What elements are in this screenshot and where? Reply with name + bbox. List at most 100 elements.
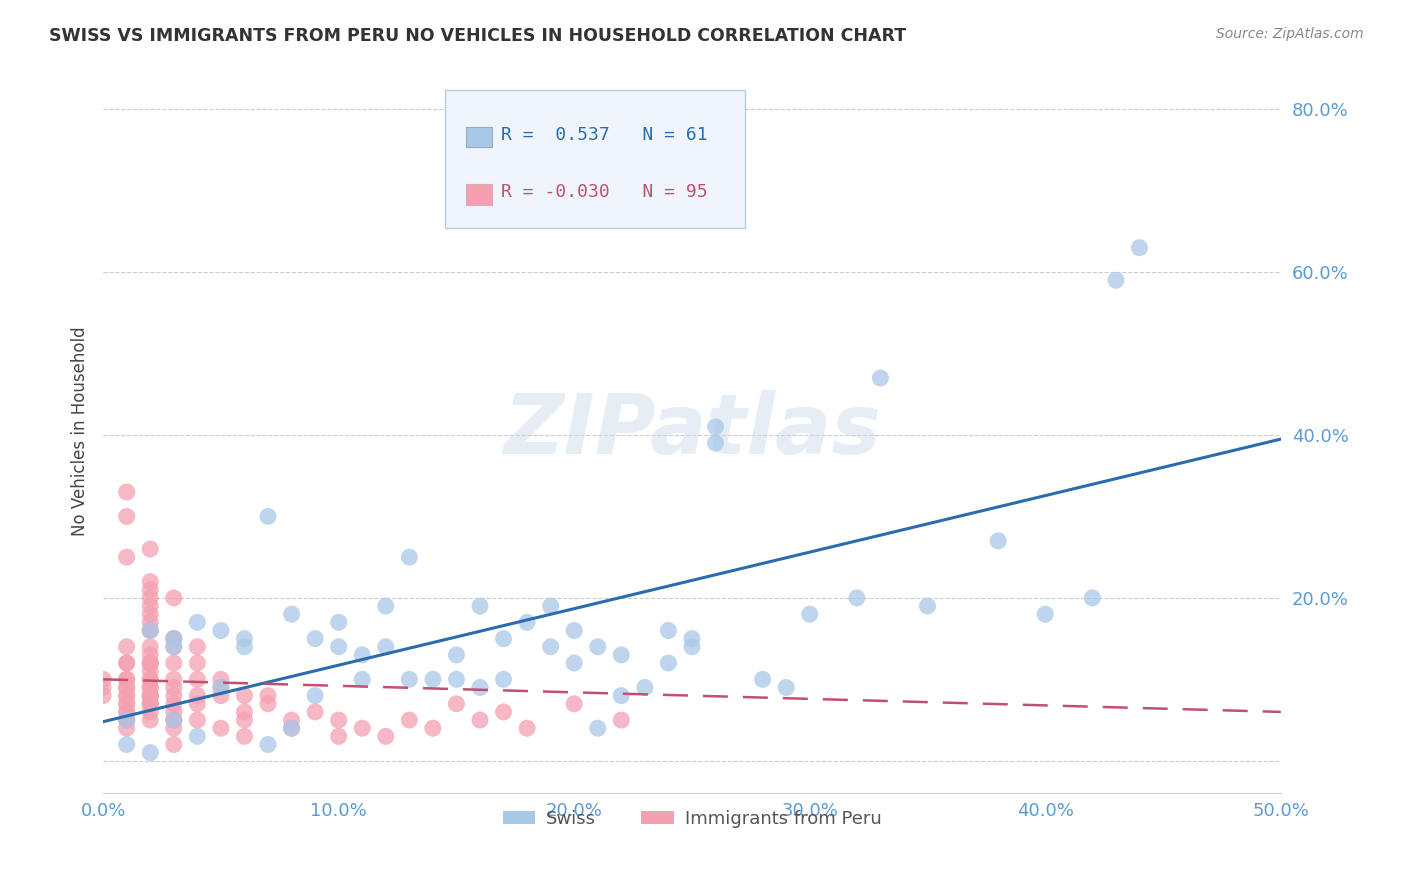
Text: ZIPatlas: ZIPatlas <box>503 391 882 472</box>
Point <box>257 689 280 703</box>
Point <box>233 729 256 743</box>
Point <box>115 705 138 719</box>
Point <box>352 673 374 687</box>
Point <box>328 640 350 654</box>
Point <box>139 656 162 670</box>
Point <box>657 656 679 670</box>
Point <box>468 681 491 695</box>
Point <box>751 673 773 687</box>
Point <box>186 640 208 654</box>
Point <box>257 697 280 711</box>
Point <box>163 681 186 695</box>
Point <box>657 624 679 638</box>
Point <box>233 632 256 646</box>
Point <box>115 697 138 711</box>
Point <box>304 632 326 646</box>
Point <box>233 705 256 719</box>
Text: Source: ZipAtlas.com: Source: ZipAtlas.com <box>1216 27 1364 41</box>
Point <box>209 721 232 735</box>
Point <box>209 681 232 695</box>
Point <box>115 738 138 752</box>
Point <box>139 697 162 711</box>
Point <box>139 599 162 613</box>
Point <box>115 705 138 719</box>
Point <box>163 640 186 654</box>
Point <box>163 673 186 687</box>
Point <box>163 656 186 670</box>
Point <box>492 632 515 646</box>
Point <box>209 681 232 695</box>
Point <box>1033 607 1056 622</box>
Point <box>139 705 162 719</box>
Point <box>562 656 585 670</box>
Point <box>186 689 208 703</box>
Point <box>139 689 162 703</box>
Point <box>562 697 585 711</box>
Point <box>209 689 232 703</box>
Point <box>304 705 326 719</box>
Point <box>163 632 186 646</box>
Point <box>869 371 891 385</box>
Point <box>1128 241 1150 255</box>
Point <box>139 681 162 695</box>
Point <box>704 436 727 450</box>
Point <box>468 713 491 727</box>
Point <box>233 689 256 703</box>
Point <box>139 689 162 703</box>
Point <box>516 721 538 735</box>
Point <box>115 681 138 695</box>
Point <box>163 721 186 735</box>
Point <box>186 673 208 687</box>
Point <box>163 689 186 703</box>
Point <box>586 721 609 735</box>
Y-axis label: No Vehicles in Household: No Vehicles in Household <box>72 326 89 536</box>
Point <box>139 624 162 638</box>
Point <box>139 582 162 597</box>
Point <box>799 607 821 622</box>
Point <box>233 640 256 654</box>
Point <box>446 673 468 687</box>
Point <box>163 632 186 646</box>
Point <box>115 673 138 687</box>
Point <box>163 640 186 654</box>
FancyBboxPatch shape <box>444 90 745 228</box>
Point <box>91 681 114 695</box>
Point <box>139 574 162 589</box>
Point <box>209 624 232 638</box>
Point <box>115 673 138 687</box>
Point <box>115 689 138 703</box>
Point <box>492 705 515 719</box>
Point <box>163 713 186 727</box>
Point <box>540 599 562 613</box>
Point <box>233 713 256 727</box>
Point <box>163 705 186 719</box>
Point <box>516 615 538 630</box>
Text: R = -0.030   N = 95: R = -0.030 N = 95 <box>501 183 707 201</box>
Point <box>115 713 138 727</box>
Point <box>115 721 138 735</box>
FancyBboxPatch shape <box>465 185 492 205</box>
Point <box>352 648 374 662</box>
Point <box>163 738 186 752</box>
Point <box>257 509 280 524</box>
Point <box>163 632 186 646</box>
Point <box>115 656 138 670</box>
Point <box>422 673 444 687</box>
Point <box>139 664 162 678</box>
Point <box>280 713 302 727</box>
Point <box>374 729 396 743</box>
Point <box>610 648 633 662</box>
Point <box>115 689 138 703</box>
Point <box>163 591 186 605</box>
Point <box>280 721 302 735</box>
Point <box>139 615 162 630</box>
Point <box>398 673 420 687</box>
Point <box>139 541 162 556</box>
Point <box>328 729 350 743</box>
Point <box>1081 591 1104 605</box>
Point <box>115 681 138 695</box>
Text: SWISS VS IMMIGRANTS FROM PERU NO VEHICLES IN HOUSEHOLD CORRELATION CHART: SWISS VS IMMIGRANTS FROM PERU NO VEHICLE… <box>49 27 907 45</box>
Point <box>328 713 350 727</box>
Point <box>163 713 186 727</box>
Point <box>845 591 868 605</box>
